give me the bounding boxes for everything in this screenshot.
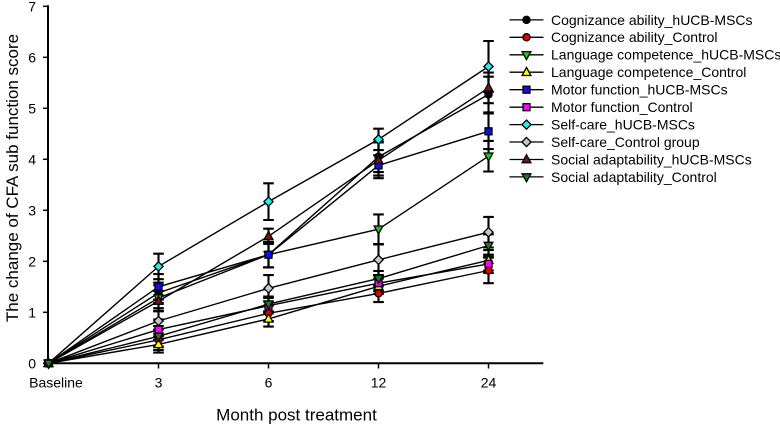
svg-text:Cognizance ability_Control: Cognizance ability_Control xyxy=(551,29,718,45)
svg-text:7: 7 xyxy=(28,0,36,14)
svg-text:Language competence_hUCB-MSCs: Language competence_hUCB-MSCs xyxy=(551,47,780,63)
svg-text:Motor function_hUCB-MSCs: Motor function_hUCB-MSCs xyxy=(551,82,728,98)
svg-text:3: 3 xyxy=(28,202,36,218)
svg-text:Self-care_hUCB-MSCs: Self-care_hUCB-MSCs xyxy=(551,117,695,133)
svg-text:Motor function_Control: Motor function_Control xyxy=(551,99,693,115)
svg-text:1: 1 xyxy=(28,304,36,320)
svg-text:The change of CFA sub function: The change of CFA sub function score xyxy=(3,34,22,322)
svg-text:5: 5 xyxy=(28,100,36,116)
svg-text:0: 0 xyxy=(28,355,36,371)
svg-text:Language competence_Control: Language competence_Control xyxy=(551,64,746,80)
svg-text:6: 6 xyxy=(265,375,273,391)
svg-text:Social adaptability_hUCB-MSCs: Social adaptability_hUCB-MSCs xyxy=(551,151,752,167)
svg-text:Social adaptability_Control: Social adaptability_Control xyxy=(551,169,717,185)
svg-text:6: 6 xyxy=(28,49,36,65)
svg-text:3: 3 xyxy=(155,375,163,391)
svg-text:12: 12 xyxy=(371,375,387,391)
svg-text:Baseline: Baseline xyxy=(29,375,83,391)
svg-text:2: 2 xyxy=(28,253,36,269)
svg-text:Self-care_Control group: Self-care_Control group xyxy=(551,134,700,150)
svg-text:24: 24 xyxy=(481,375,497,391)
svg-text:4: 4 xyxy=(28,151,36,167)
svg-text:Month post treatment: Month post treatment xyxy=(216,405,377,424)
svg-text:Cognizance ability_hUCB-MSCs: Cognizance ability_hUCB-MSCs xyxy=(551,12,753,28)
